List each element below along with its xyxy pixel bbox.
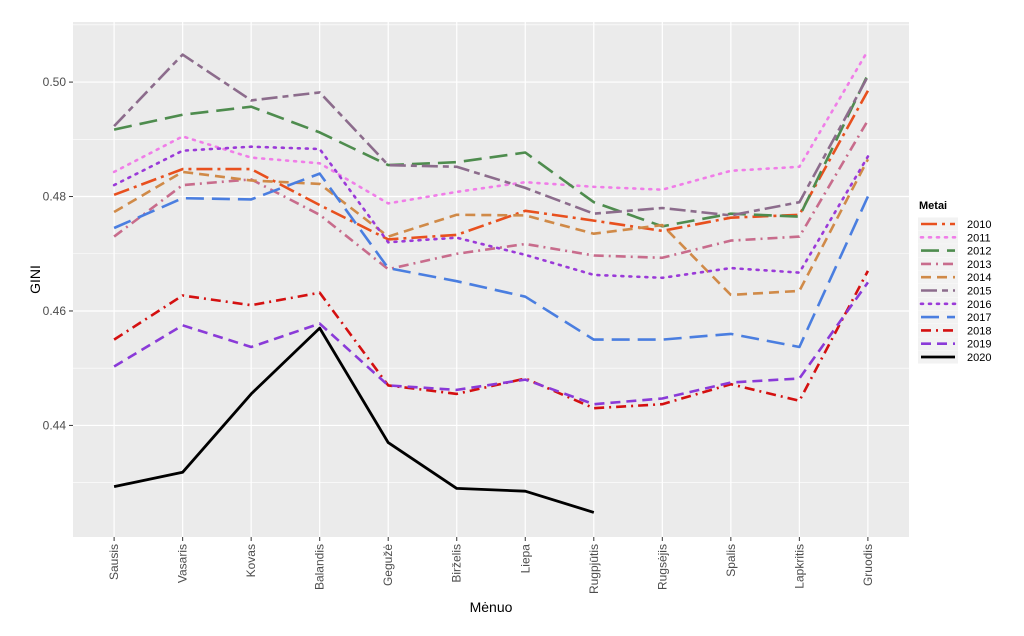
x-tick-label: Spalis: [724, 544, 738, 577]
series-line-2013: [113, 119, 870, 271]
x-tick-label: Sausis: [107, 544, 121, 580]
legend-title: Metai: [919, 200, 947, 212]
series-line-2015: [113, 53, 870, 217]
series-line-2010: [113, 90, 870, 241]
legend-label: 2014: [967, 272, 991, 284]
x-tick-label: Birželis: [450, 544, 464, 583]
series-line-2011: [112, 49, 870, 205]
legend-key-bg: [918, 284, 958, 297]
series-line-2016: [112, 145, 870, 280]
x-axis-title: Mėnuo: [470, 599, 513, 615]
y-tick-label: 0.44: [43, 418, 67, 432]
series-line-2014: [113, 158, 870, 297]
y-tick-label: 0.50: [43, 75, 67, 89]
legend-label: 2015: [967, 286, 991, 298]
legend-label: 2010: [967, 219, 991, 231]
x-tick-label: Balandis: [313, 544, 327, 590]
x-tick-label: Kovas: [244, 544, 258, 577]
legend-label: 2011: [967, 232, 991, 244]
legend-label: 2013: [967, 259, 991, 271]
x-tick-label: Gegužė: [381, 544, 395, 586]
series-line-2017: [113, 172, 870, 349]
x-tick-label: Liepa: [518, 544, 532, 574]
legend-label: 2020: [967, 352, 991, 364]
legend-label: 2019: [967, 339, 991, 351]
y-axis: 0.44 0.46 0.48 0.50: [43, 75, 73, 432]
legend-label: 2016: [967, 299, 991, 311]
y-tick-label: 0.48: [43, 190, 67, 204]
series-lines: [112, 49, 870, 514]
series-line-2018: [113, 270, 870, 410]
legend-key-bg: [918, 217, 958, 231]
legend-label: 2017: [967, 312, 991, 324]
y-axis-title: GINI: [27, 265, 43, 294]
x-tick-label: Rugpjūtis: [587, 544, 601, 594]
legend-label: 2018: [967, 325, 991, 337]
y-tick-label: 0.46: [43, 304, 67, 318]
legend: Metai20102011201220132014201520162017201…: [913, 194, 1017, 366]
x-tick-label: Gruodis: [861, 544, 875, 586]
x-axis: Sausis Vasaris Kovas Balandis Gegužė Birželis…: [107, 537, 875, 594]
plot-panel: [73, 22, 909, 537]
series-line-2019: [113, 281, 869, 406]
series-line-2020: [113, 326, 595, 514]
x-tick-label: Vasaris: [176, 544, 190, 583]
legend-label: 2012: [967, 246, 991, 258]
x-tick-label: Lapkritis: [792, 544, 806, 589]
x-tick-label: Rugsėjis: [655, 544, 669, 590]
